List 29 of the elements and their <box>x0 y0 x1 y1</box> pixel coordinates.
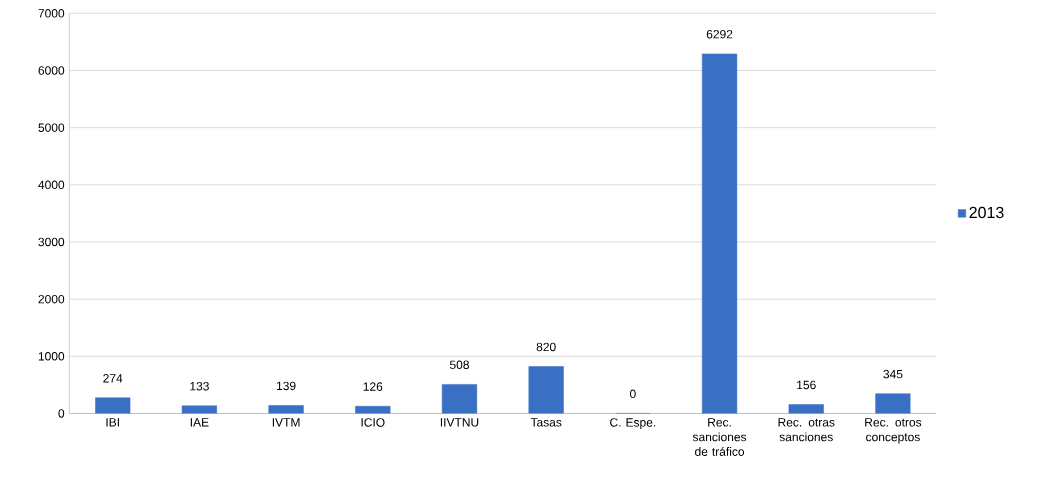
data-label: 6292 <box>706 29 733 39</box>
x-tick-label: ICIO <box>361 418 385 427</box>
x-tick-label: Rec. sanciones de tráfico <box>692 418 747 456</box>
data-label: 0 <box>629 389 636 399</box>
data-label: 508 <box>449 360 469 369</box>
data-label: 156 <box>797 380 816 390</box>
data-label: 274 <box>103 373 123 383</box>
data-label: 126 <box>363 382 383 391</box>
x-tick-label: IBI <box>106 418 119 427</box>
data-label: 133 <box>190 381 209 391</box>
x-tick-label: IAE <box>190 418 209 427</box>
x-tick-label: Rec. otros conceptos <box>865 418 922 444</box>
data-label: 345 <box>883 369 903 379</box>
y-tick-label: 5000 <box>38 123 65 132</box>
y-tick-label: 4000 <box>38 180 65 189</box>
y-tick-label: 1000 <box>38 351 65 361</box>
x-tick-label: Rec. otras sanciones <box>778 418 835 442</box>
data-label: 820 <box>536 342 556 352</box>
y-tick-label: 0 <box>58 409 65 418</box>
data-label: 139 <box>277 381 296 391</box>
y-tick-label: 3000 <box>38 237 65 247</box>
x-tick-label: Tasas <box>530 418 562 427</box>
y-tick-label: 2000 <box>38 294 65 304</box>
x-tick-label: IIVTNU <box>440 418 479 427</box>
y-tick-label: 6000 <box>38 66 65 75</box>
y-tick-label: 7000 <box>38 9 65 18</box>
x-tick-label: IVTM <box>272 418 300 427</box>
legend-label: 2013 <box>969 206 1004 219</box>
x-tick-label: C. Espe. <box>610 418 656 429</box>
